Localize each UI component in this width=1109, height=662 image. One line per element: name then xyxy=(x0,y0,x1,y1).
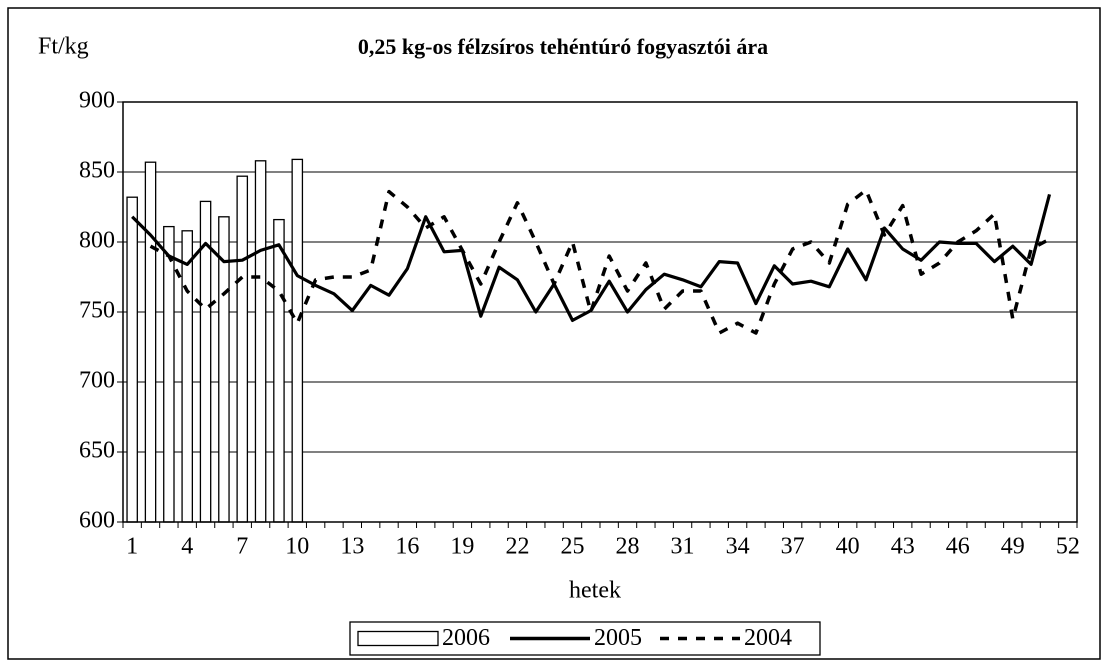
x-tick-label: 31 xyxy=(671,534,695,560)
x-tick-label: 16 xyxy=(395,534,419,560)
y-tick-label: 650 xyxy=(79,438,115,464)
x-tick-label: 28 xyxy=(616,534,640,560)
y-tick-label: 750 xyxy=(79,298,115,324)
x-tick-label: 4 xyxy=(181,534,193,560)
y-tick-label: 850 xyxy=(79,158,115,184)
x-tick-label: 52 xyxy=(1056,534,1080,560)
line-series xyxy=(149,188,1051,335)
legend-swatch xyxy=(357,630,439,647)
bar xyxy=(273,218,285,523)
chart-title: 0,25 kg-os félzsíros tehéntúró fogyasztó… xyxy=(358,34,768,59)
x-tick-label: 10 xyxy=(285,534,309,560)
y-tick-label: 700 xyxy=(79,368,115,394)
x-axis-label: hetek xyxy=(569,578,621,604)
x-tick-label: 46 xyxy=(946,534,970,560)
y-tick-label: 600 xyxy=(79,508,115,534)
legend-label: 2004 xyxy=(744,625,792,651)
legend-label: 2006 xyxy=(442,625,490,651)
x-tick-label: 49 xyxy=(1001,534,1025,560)
x-tick-label: 1 xyxy=(126,534,138,560)
y-axis-label: Ft/kg xyxy=(38,34,89,60)
line-series xyxy=(131,193,1052,322)
y-tick-label: 900 xyxy=(79,88,115,114)
bar xyxy=(291,158,304,523)
legend-label: 2005 xyxy=(594,625,642,651)
bar xyxy=(126,196,138,523)
bar xyxy=(181,230,193,523)
x-tick-label: 40 xyxy=(836,534,860,560)
bar xyxy=(236,175,249,523)
x-tick-label: 19 xyxy=(450,534,474,560)
y-tick-label: 800 xyxy=(79,228,115,254)
x-tick-label: 22 xyxy=(505,534,529,560)
x-tick-label: 37 xyxy=(781,534,805,560)
bar xyxy=(144,161,157,523)
x-tick-label: 25 xyxy=(560,534,584,560)
bar xyxy=(254,160,267,523)
plot-frame xyxy=(122,101,1078,523)
x-tick-label: 34 xyxy=(726,534,750,560)
x-tick-label: 43 xyxy=(891,534,915,560)
bar xyxy=(163,225,175,523)
x-tick-label: 13 xyxy=(340,534,364,560)
x-tick-label: 7 xyxy=(236,534,248,560)
